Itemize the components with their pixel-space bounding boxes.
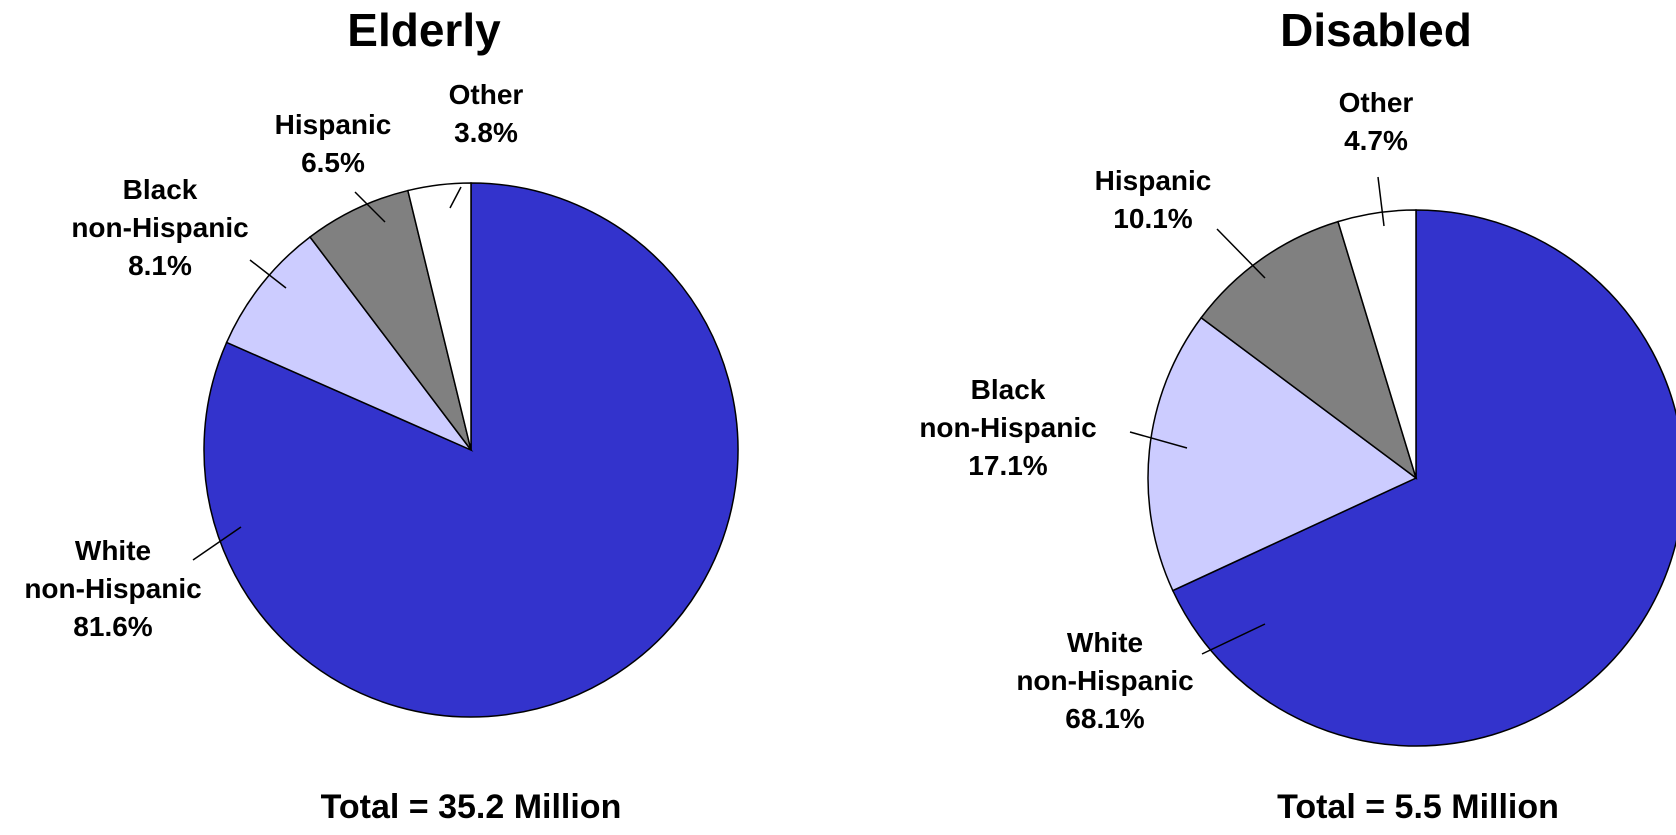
slice-label: Black non-Hispanic 17.1% <box>919 374 1096 481</box>
chart-elderly: Elderly White non-Hispanic 81.6% Black non-H… <box>24 4 739 826</box>
slice-category-label: non-Hispanic <box>71 212 248 243</box>
chart-disabled: Disabled White non-Hispanic 68.1% Black non-… <box>919 4 1676 826</box>
slice-value-label: 81.6% <box>73 611 152 642</box>
pie-slice <box>406 182 472 451</box>
chart-title: Elderly <box>347 4 501 56</box>
slice-value-label: 6.5% <box>301 147 365 178</box>
pie-slices <box>203 182 739 718</box>
slice-label: White non-Hispanic 81.6% <box>24 535 201 642</box>
leader-line <box>354 191 386 223</box>
slice-label: Other 3.8% <box>449 79 524 148</box>
slice-category-label: non-Hispanic <box>919 412 1096 443</box>
slice-category-label: Hispanic <box>275 109 392 140</box>
slice-label: Hispanic 6.5% <box>275 109 392 178</box>
leader-line <box>249 259 287 289</box>
slice-value-label: 10.1% <box>1113 203 1192 234</box>
total-label: Total = 5.5 Million <box>1277 788 1559 826</box>
leader-line <box>1216 228 1266 279</box>
slice-category-label: White <box>1067 627 1143 658</box>
slice-category-label: non-Hispanic <box>1016 665 1193 696</box>
slice-category-label: Other <box>1339 87 1414 118</box>
slice-category-label: Other <box>449 79 524 110</box>
slice-label: Other 4.7% <box>1339 87 1414 156</box>
pie-slice <box>308 189 472 451</box>
slice-value-label: 68.1% <box>1065 703 1144 734</box>
leader-line <box>449 186 462 209</box>
slice-value-label: 8.1% <box>128 250 192 281</box>
total-label: Total = 35.2 Million <box>321 788 622 826</box>
slice-label: Hispanic 10.1% <box>1095 165 1212 234</box>
pie-slice <box>1337 209 1417 479</box>
slice-category-label: non-Hispanic <box>24 573 201 604</box>
pie-slice <box>1147 316 1418 592</box>
slice-category-label: Black <box>123 174 198 205</box>
pie-slice <box>1171 209 1676 747</box>
slice-labels: White non-Hispanic 81.6% Black non-Hispanic 8… <box>24 79 523 642</box>
slice-value-label: 3.8% <box>454 117 518 148</box>
pie-slice <box>1200 220 1418 480</box>
slice-label: Black non-Hispanic 8.1% <box>71 174 248 281</box>
slice-category-label: White <box>75 535 151 566</box>
leader-line <box>192 526 242 561</box>
slice-category-label: Hispanic <box>1095 165 1212 196</box>
leader-line <box>1201 623 1266 655</box>
slice-labels: White non-Hispanic 68.1% Black non-Hispanic 1… <box>919 87 1413 734</box>
slice-category-label: Black <box>971 374 1046 405</box>
slice-value-label: 4.7% <box>1344 125 1408 156</box>
slice-value-label: 17.1% <box>968 450 1047 481</box>
leader-line <box>1129 431 1188 449</box>
chart-title: Disabled <box>1280 4 1472 56</box>
pie-slice <box>225 235 474 452</box>
pie-slices <box>1147 209 1676 747</box>
slice-label: White non-Hispanic 68.1% <box>1016 627 1193 734</box>
leader-line <box>1377 176 1385 227</box>
